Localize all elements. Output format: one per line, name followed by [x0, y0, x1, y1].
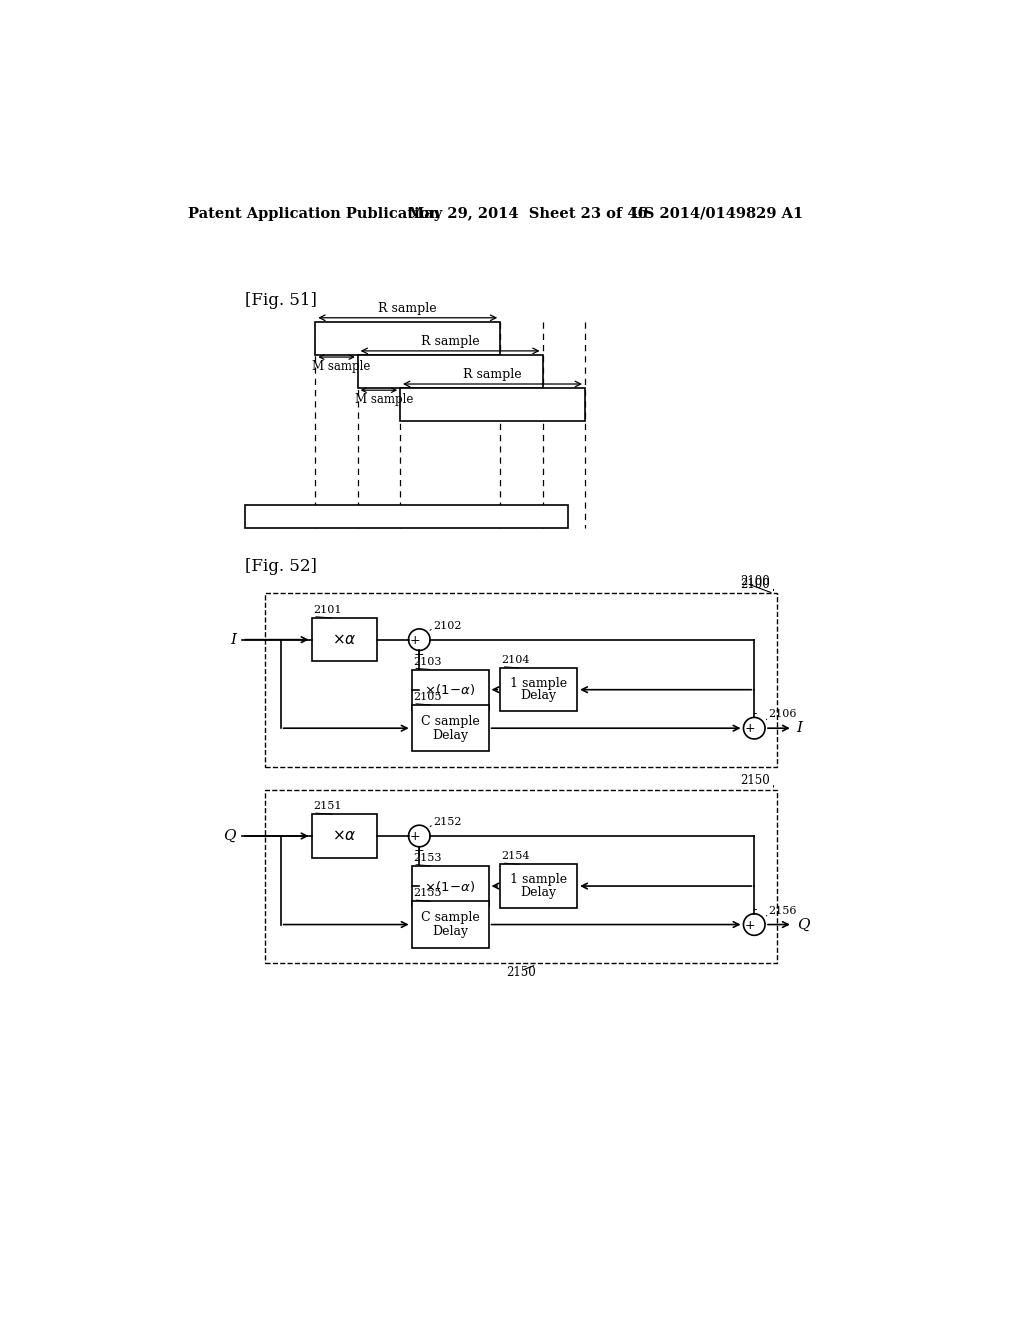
Text: 2150: 2150	[506, 966, 536, 979]
Bar	[412, 669, 488, 710]
Text: $\times(1\!-\!\alpha)$: $\times(1\!-\!\alpha)$	[424, 682, 476, 697]
Bar	[357, 355, 543, 388]
Bar	[412, 705, 488, 751]
Text: Delay: Delay	[520, 689, 557, 702]
Text: 2101: 2101	[313, 605, 342, 615]
Text: 2152: 2152	[433, 817, 462, 828]
Text: 2105: 2105	[413, 692, 441, 702]
Text: +: +	[744, 722, 755, 735]
Text: I: I	[230, 632, 237, 647]
Text: $\times\alpha$: $\times\alpha$	[332, 632, 356, 647]
Text: +: +	[410, 634, 420, 647]
Bar	[412, 902, 488, 948]
Text: 2103: 2103	[413, 656, 441, 667]
Text: 2104: 2104	[502, 655, 530, 665]
Text: 2153: 2153	[413, 853, 441, 863]
Text: 1 sample: 1 sample	[510, 677, 567, 690]
Text: -: -	[752, 903, 757, 916]
Text: -: -	[752, 708, 757, 721]
Text: I: I	[797, 721, 803, 735]
Text: 2156: 2156	[768, 906, 797, 916]
Text: R sample: R sample	[463, 368, 522, 381]
Text: 2155: 2155	[413, 888, 441, 899]
Bar	[245, 504, 568, 528]
Text: Delay: Delay	[432, 729, 468, 742]
Text: R sample: R sample	[421, 335, 479, 348]
Text: 2154: 2154	[502, 851, 530, 862]
Text: M sample: M sample	[312, 360, 371, 372]
Text: 2100: 2100	[740, 578, 770, 591]
Text: Q: Q	[223, 829, 237, 843]
Text: 2150: 2150	[740, 774, 770, 787]
Text: 2100: 2100	[740, 576, 770, 589]
Text: US 2014/0149829 A1: US 2014/0149829 A1	[631, 207, 803, 220]
Text: Q: Q	[797, 917, 809, 932]
Text: 2102: 2102	[433, 620, 462, 631]
Bar	[412, 866, 488, 906]
Bar	[500, 865, 578, 908]
Bar	[265, 789, 777, 964]
Text: 2151: 2151	[313, 801, 342, 812]
Text: +: +	[744, 919, 755, 932]
Text: $\times(1\!-\!\alpha)$: $\times(1\!-\!\alpha)$	[424, 879, 476, 894]
Bar	[315, 322, 500, 355]
Text: Delay: Delay	[432, 925, 468, 939]
Text: May 29, 2014  Sheet 23 of 46: May 29, 2014 Sheet 23 of 46	[408, 207, 647, 220]
Text: [Fig. 52]: [Fig. 52]	[245, 558, 316, 576]
Text: C sample: C sample	[421, 911, 479, 924]
Bar	[500, 668, 578, 711]
Text: Delay: Delay	[520, 886, 557, 899]
Text: R sample: R sample	[379, 302, 437, 314]
Bar	[311, 618, 377, 661]
Text: M sample: M sample	[354, 393, 413, 407]
Text: +: +	[414, 648, 425, 661]
Bar	[311, 814, 377, 858]
Text: +: +	[410, 830, 420, 843]
Text: +: +	[414, 843, 425, 857]
Text: [Fig. 51]: [Fig. 51]	[245, 292, 316, 309]
Text: 2106: 2106	[768, 709, 797, 719]
Bar	[265, 594, 777, 767]
Text: Patent Application Publication: Patent Application Publication	[188, 207, 440, 220]
Text: 1 sample: 1 sample	[510, 874, 567, 887]
Bar	[400, 388, 585, 421]
Text: C sample: C sample	[421, 714, 479, 727]
Text: $\times\alpha$: $\times\alpha$	[332, 829, 356, 843]
